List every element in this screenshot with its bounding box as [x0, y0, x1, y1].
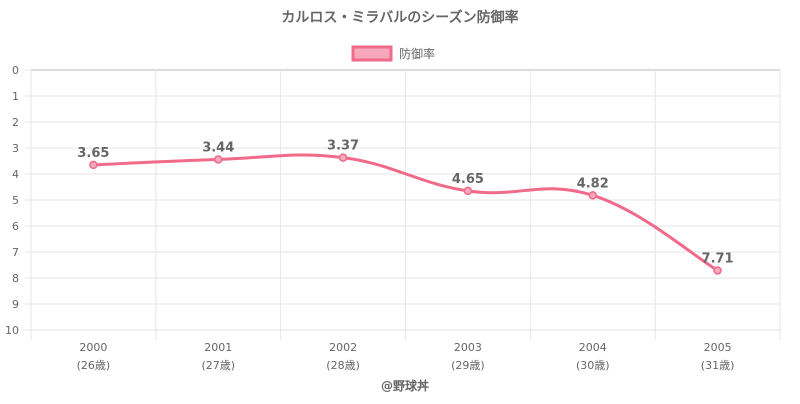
chart-title: カルロス・ミラバルのシーズン防御率 — [281, 9, 518, 26]
data-label: 3.44 — [202, 140, 234, 155]
y-tick-label: 10 — [5, 324, 19, 337]
y-tick-label: 1 — [12, 90, 19, 103]
y-tick-label: 2 — [12, 116, 19, 129]
data-labels: 3.65 3.44 3.37 4.65 4.82 7.71 — [77, 139, 733, 267]
series-line — [93, 153, 719, 272]
grid — [25, 69, 781, 340]
x-tick-sublabel: (31歳) — [701, 359, 735, 372]
y-tick-label: 5 — [12, 194, 19, 207]
y-tick-label: 7 — [12, 246, 19, 259]
x-tick-label: 2005 — [704, 341, 732, 354]
x-axis: 2000 (26歳) 2001 (27歳) 2002 (28歳) 2003 (29歳) 2004… — [77, 341, 735, 372]
x-tick-sublabel: (26歳) — [77, 359, 111, 372]
y-tick-label: 3 — [12, 142, 19, 155]
data-point[interactable] — [463, 186, 473, 196]
data-points — [89, 153, 722, 275]
credit-label: @野球丼 — [381, 378, 429, 393]
legend-label: 防御率 — [399, 46, 435, 61]
data-label: 4.82 — [577, 176, 609, 191]
data-point[interactable] — [338, 153, 348, 162]
x-tick-label: 2004 — [579, 341, 607, 354]
series-era — [93, 153, 719, 272]
data-label: 3.37 — [327, 139, 359, 154]
x-tick-label: 2002 — [329, 341, 357, 354]
x-tick-sublabel: (30歳) — [576, 359, 610, 372]
x-tick-label: 2001 — [204, 341, 232, 354]
x-tick-label: 2000 — [79, 341, 107, 354]
data-point[interactable] — [713, 266, 722, 275]
x-tick-sublabel: (29歳) — [451, 359, 485, 372]
x-tick-sublabel: (27歳) — [201, 359, 235, 372]
legend[interactable]: 防御率 — [351, 45, 435, 62]
x-tick-label: 2003 — [454, 341, 482, 354]
y-tick-label: 8 — [12, 272, 19, 285]
data-label: 3.65 — [77, 146, 109, 161]
data-point[interactable] — [214, 155, 223, 164]
data-label: 4.65 — [452, 172, 484, 187]
y-axis: 0 1 2 3 4 5 6 7 8 9 10 — [5, 64, 19, 337]
y-tick-label: 4 — [12, 168, 19, 181]
data-point[interactable] — [89, 160, 98, 170]
data-point[interactable] — [588, 191, 597, 200]
y-tick-label: 0 — [12, 64, 19, 77]
y-tick-label: 9 — [12, 298, 19, 311]
data-label: 7.71 — [702, 251, 734, 266]
x-tick-sublabel: (28歳) — [326, 359, 360, 372]
legend-swatch — [351, 45, 393, 62]
y-tick-label: 6 — [12, 220, 19, 233]
